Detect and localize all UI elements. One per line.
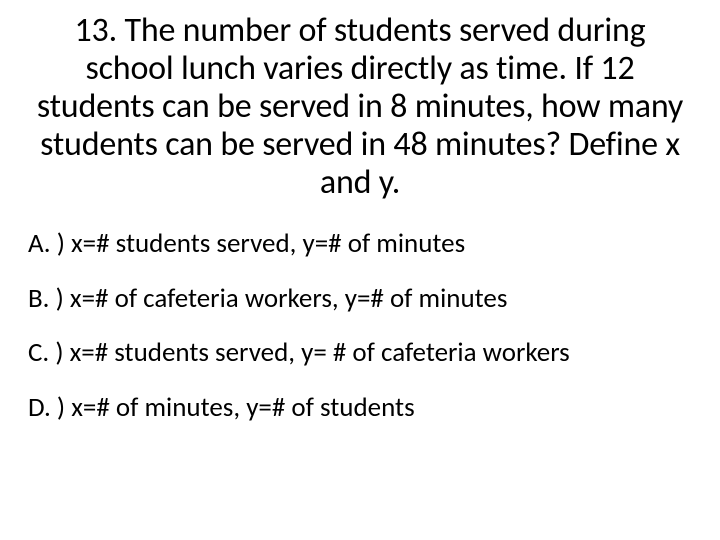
answer-option-a: A. ) x=# students served, y=# of minutes: [28, 228, 692, 260]
answer-option-b: B. ) x=# of cafeteria workers, y=# of mi…: [28, 283, 692, 315]
answer-list: A. ) x=# students served, y=# of minutes…: [28, 228, 692, 424]
slide-container: 13. The number of students served during…: [0, 0, 720, 540]
question-text: 13. The number of students served during…: [28, 12, 692, 202]
answer-option-d: D. ) x=# of minutes, y=# of students: [28, 392, 692, 424]
answer-option-c: C. ) x=# students served, y= # of cafete…: [28, 337, 692, 369]
